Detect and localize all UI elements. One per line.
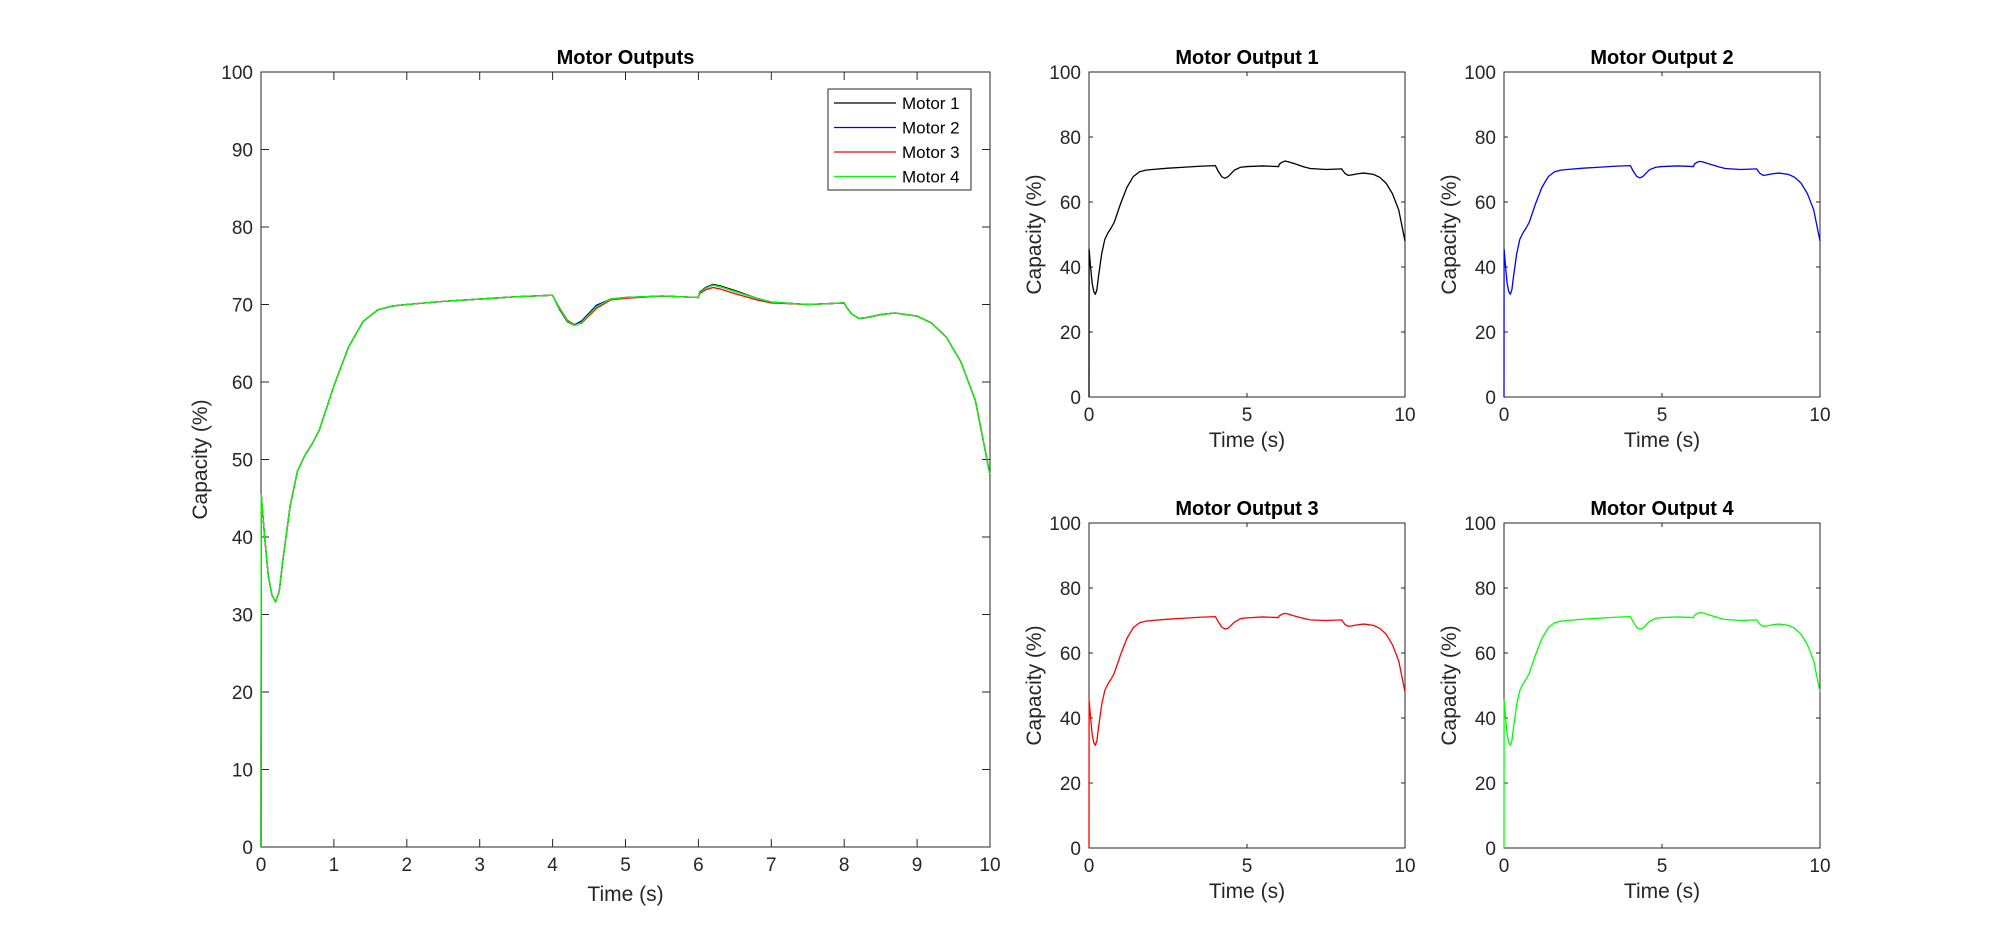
x-tick-label: 7 (766, 855, 777, 876)
y-tick-label: 40 (1060, 709, 1081, 730)
chart-title: Motor Output 3 (1175, 498, 1318, 520)
y-axis-label: Capacity (%) (189, 399, 212, 519)
x-tick-label: 1 (329, 855, 340, 876)
chart-1: 0 1 2 3 4 5 6 7 8 9 100102030405060708090100Motor … (189, 47, 1001, 906)
plot-frame (1088, 71, 1406, 398)
y-tick-label: 80 (1060, 579, 1081, 600)
plot-frame (1088, 522, 1406, 849)
y-tick-label: 20 (1475, 774, 1496, 795)
y-tick-label: 40 (1475, 258, 1496, 279)
y-tick-label: 100 (1049, 63, 1081, 84)
y-tick-label: 60 (1475, 644, 1496, 665)
y-tick-label: 0 (1070, 388, 1081, 409)
y-tick-label: 90 (232, 141, 253, 162)
y-tick-label: 70 (232, 296, 253, 317)
x-tick-label: 10 (1809, 856, 1830, 877)
x-tick-label: 0 (1084, 856, 1095, 877)
y-axis-label: Capacity (%) (1438, 625, 1461, 745)
y-tick-label: 100 (1464, 514, 1496, 535)
x-tick-label: 5 (1242, 856, 1253, 877)
y-tick-label: 40 (1475, 709, 1496, 730)
x-tick-label: 9 (912, 855, 923, 876)
y-tick-label: 100 (1464, 63, 1496, 84)
x-axis-label: Time (s) (587, 883, 663, 906)
x-tick-label: 5 (620, 855, 631, 876)
y-tick-label: 60 (1060, 644, 1081, 665)
series-line-motor-4 (1503, 611, 1821, 849)
series-line-motor-4 (260, 284, 991, 848)
plot-frame (1503, 522, 1821, 849)
y-tick-label: 0 (1485, 388, 1496, 409)
y-tick-label: 20 (1060, 323, 1081, 344)
y-tick-label: 80 (1475, 579, 1496, 600)
y-axis-label: Capacity (%) (1438, 174, 1461, 294)
x-tick-label: 3 (474, 855, 485, 876)
x-tick-label: 5 (1657, 405, 1668, 426)
chart-title: Motor Output 2 (1590, 47, 1733, 69)
x-tick-label: 4 (547, 855, 558, 876)
legend-entry-2: Motor 2 (902, 119, 960, 138)
series-line-motor-2 (1503, 160, 1821, 398)
x-tick-label: 10 (1394, 856, 1415, 877)
y-tick-label: 100 (1049, 514, 1081, 535)
x-tick-label: 6 (693, 855, 704, 876)
legend-entry-4: Motor 4 (902, 168, 960, 187)
plot-frame (1503, 71, 1821, 398)
x-tick-label: 2 (402, 855, 413, 876)
x-tick-label: 10 (1394, 405, 1415, 426)
y-tick-label: 60 (232, 373, 253, 394)
y-tick-label: 80 (1060, 128, 1081, 149)
x-tick-label: 0 (1499, 405, 1510, 426)
x-axis-label: Time (s) (1209, 880, 1285, 903)
chart-title: Motor Outputs (557, 47, 695, 69)
y-tick-label: 10 (232, 761, 253, 782)
x-tick-label: 5 (1242, 405, 1253, 426)
y-tick-label: 0 (1485, 839, 1496, 860)
plot-frame (260, 71, 991, 848)
y-tick-label: 40 (1060, 258, 1081, 279)
y-axis-label: Capacity (%) (1023, 625, 1046, 745)
y-tick-label: 100 (221, 63, 253, 84)
y-tick-label: 30 (232, 606, 253, 627)
x-tick-label: 0 (1084, 405, 1095, 426)
y-axis-label: Capacity (%) (1023, 174, 1046, 294)
y-tick-label: 40 (232, 528, 253, 549)
y-tick-label: 80 (232, 218, 253, 239)
x-axis-label: Time (s) (1624, 429, 1700, 452)
x-tick-label: 8 (839, 855, 850, 876)
y-tick-label: 0 (242, 838, 253, 859)
y-tick-label: 80 (1475, 128, 1496, 149)
y-tick-label: 60 (1060, 193, 1081, 214)
y-tick-label: 20 (232, 683, 253, 704)
x-tick-label: 10 (1809, 405, 1830, 426)
y-tick-label: 60 (1475, 193, 1496, 214)
legend-entry-3: Motor 3 (902, 143, 960, 162)
chart-title: Motor Output 1 (1175, 47, 1318, 69)
series-line-motor-1 (1088, 160, 1406, 398)
x-tick-label: 0 (1499, 856, 1510, 877)
series-line-motor-3 (1088, 612, 1406, 849)
y-tick-label: 20 (1475, 323, 1496, 344)
y-tick-label: 20 (1060, 774, 1081, 795)
y-tick-label: 50 (232, 451, 253, 472)
x-tick-label: 10 (979, 855, 1000, 876)
x-axis-label: Time (s) (1624, 880, 1700, 903)
legend-box (827, 88, 972, 191)
y-tick-label: 0 (1070, 839, 1081, 860)
x-axis-label: Time (s) (1209, 429, 1285, 452)
legend: Motor 1 Motor 2 Motor 3 Motor 4 (827, 88, 972, 191)
legend-entry-1: Motor 1 (902, 94, 960, 113)
x-tick-label: 5 (1657, 856, 1668, 877)
x-tick-label: 0 (256, 855, 267, 876)
chart-title: Motor Output 4 (1590, 498, 1734, 520)
